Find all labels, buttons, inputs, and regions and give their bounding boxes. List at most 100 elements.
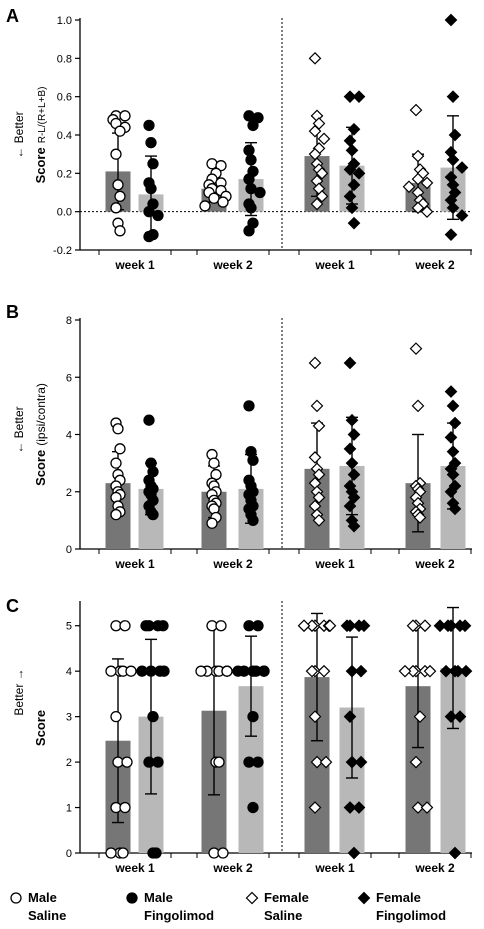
data-point	[121, 756, 133, 768]
data-point	[459, 664, 473, 678]
data-point	[420, 801, 434, 814]
data-point	[208, 457, 220, 469]
data-point	[114, 125, 126, 137]
data-point	[448, 502, 462, 516]
y-tick-label: 4	[66, 666, 72, 678]
data-point	[420, 176, 434, 190]
y-tick-label: 5	[66, 621, 72, 633]
y-axis-title: Score R-L/(R+L+B)	[33, 87, 48, 184]
data-point	[112, 179, 124, 191]
data-point	[347, 428, 361, 441]
data-point	[347, 178, 361, 192]
y-axis-title-main: Score	[33, 710, 48, 746]
data-point	[310, 197, 324, 211]
data-point	[319, 755, 333, 769]
legend-label-line1: Female	[264, 890, 309, 905]
data-point	[444, 385, 458, 398]
data-point	[305, 664, 319, 678]
data-point	[110, 202, 122, 214]
data-point	[446, 445, 460, 459]
x-category-label: week 1	[314, 557, 355, 571]
data-point	[398, 664, 412, 678]
data-point	[247, 119, 259, 132]
data-point	[345, 755, 359, 769]
x-category-label: week 2	[414, 557, 455, 571]
data-point	[411, 201, 425, 215]
x-category-label: week 1	[114, 258, 155, 272]
data-point	[343, 356, 357, 370]
data-point	[119, 801, 131, 814]
panel-letter: C	[6, 596, 19, 616]
data-point	[409, 103, 423, 117]
data-point	[352, 801, 366, 814]
data-point	[243, 400, 255, 412]
panel-b: B ← Better Score (ipsi/contra) 0 2 4 6 8 week 1 we…	[6, 302, 472, 571]
data-point	[243, 110, 255, 122]
data-point	[105, 665, 117, 677]
data-point	[152, 756, 164, 768]
x-category-label: week 2	[414, 258, 455, 272]
x-category-label: week 2	[212, 258, 253, 272]
legend-label-line2: Fingolimod	[376, 908, 446, 923]
data-point	[411, 172, 425, 186]
data-point	[343, 163, 357, 176]
data-point	[347, 491, 361, 504]
data-point	[446, 201, 460, 215]
data-point	[343, 90, 357, 104]
data-point	[444, 13, 458, 27]
data-point	[411, 801, 425, 814]
data-point	[206, 158, 218, 170]
data-point	[110, 148, 122, 160]
x-category-label: week 1	[314, 861, 355, 875]
data-point	[147, 509, 159, 521]
panel-a: A ← Better Score R-L/(R+L+B) -0.2 0.0 0.2 0.4 0.…	[6, 6, 472, 272]
data-point	[125, 665, 137, 677]
data-point	[354, 664, 368, 678]
data-point	[315, 166, 329, 180]
data-point	[446, 90, 460, 104]
legend-marker	[357, 891, 371, 905]
data-point	[258, 665, 270, 677]
data-point	[343, 801, 357, 814]
data-point	[112, 423, 124, 435]
data-point	[315, 189, 329, 203]
x-category-label: week 2	[212, 557, 253, 571]
data-point	[247, 801, 259, 814]
data-point	[145, 183, 157, 195]
data-point	[413, 511, 427, 524]
data-point	[157, 620, 169, 632]
data-point	[213, 756, 225, 768]
data-point	[446, 153, 460, 167]
y-tick-label: 6	[66, 372, 72, 384]
data-point	[433, 619, 447, 633]
legend-label-line2: Saline	[28, 908, 66, 923]
data-point	[308, 51, 322, 65]
y-tick-label: 2	[66, 487, 72, 499]
data-point	[110, 509, 122, 521]
data-point	[199, 200, 211, 212]
x-category-label: week 1	[314, 258, 355, 272]
data-point	[402, 180, 416, 194]
legend-label-line2: Fingolimod	[144, 908, 214, 923]
data-point	[413, 710, 427, 723]
data-point	[357, 619, 371, 633]
data-point	[143, 414, 155, 426]
data-point	[312, 491, 326, 504]
data-point	[409, 755, 423, 769]
y-tick-label: 0.8	[57, 53, 72, 65]
legend-label-line1: Female	[376, 890, 421, 905]
x-category-label: week 1	[114, 861, 155, 875]
data-point	[345, 201, 359, 215]
data-point	[345, 664, 359, 678]
data-point	[243, 144, 255, 156]
y-tick-label: 4	[66, 430, 72, 442]
data-point	[343, 189, 357, 203]
data-point	[343, 499, 357, 513]
data-point	[195, 665, 207, 677]
x-category-label: week 1	[114, 557, 155, 571]
data-point	[352, 166, 366, 180]
data-point	[446, 468, 460, 481]
y-tick-label: 0.6	[57, 92, 72, 104]
y-tick-label: 8	[66, 315, 72, 327]
